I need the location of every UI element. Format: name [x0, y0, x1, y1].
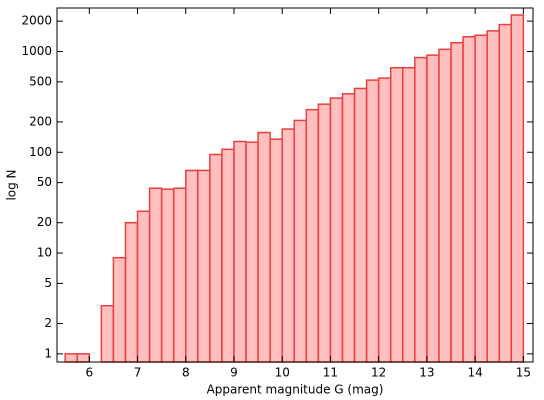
- bar: [197, 169, 211, 363]
- bar: [112, 256, 127, 363]
- y-tick-label: 2: [44, 316, 52, 330]
- bar: [353, 87, 368, 363]
- bar: [64, 353, 79, 363]
- bar: [341, 93, 356, 363]
- bar: [474, 34, 488, 363]
- bar: [233, 140, 247, 363]
- x-tick-label: 14: [467, 366, 482, 380]
- y-tick-label: 200: [29, 114, 52, 128]
- bar: [305, 108, 320, 363]
- x-tick-label: 8: [182, 366, 190, 380]
- y-tick-label: 1000: [21, 44, 52, 58]
- bar: [100, 305, 115, 363]
- bar: [221, 148, 235, 363]
- bar: [389, 66, 404, 363]
- y-tick-label: 1: [44, 346, 52, 360]
- bar: [438, 48, 452, 363]
- bar: [402, 66, 416, 363]
- bar: [426, 54, 440, 363]
- y-tick-label: 100: [29, 145, 52, 159]
- bar: [257, 131, 271, 363]
- bar: [76, 353, 91, 363]
- bar: [160, 188, 175, 363]
- bar: [281, 128, 296, 363]
- bar: [462, 35, 476, 363]
- bar: [293, 119, 308, 363]
- bar: [377, 77, 392, 363]
- x-tick-label: 11: [323, 366, 338, 380]
- y-tick-label: 5: [44, 276, 52, 290]
- y-axis-label: log N: [5, 169, 19, 200]
- y-tick-label: 20: [37, 215, 52, 229]
- bar: [486, 30, 500, 363]
- x-tick-label: 7: [134, 366, 142, 380]
- y-tick-label: 500: [29, 74, 52, 88]
- x-tick-label: 9: [230, 366, 238, 380]
- bar: [185, 169, 199, 363]
- bar: [124, 221, 139, 363]
- x-tick-label: 6: [85, 366, 93, 380]
- plot-frame: [56, 7, 534, 363]
- bar: [510, 14, 525, 363]
- x-axis-label: Apparent magnitude G (mag): [207, 383, 384, 397]
- bar: [148, 187, 163, 363]
- bar: [450, 42, 464, 363]
- x-tick-label: 12: [371, 366, 386, 380]
- bar: [498, 23, 513, 363]
- bar: [245, 141, 259, 363]
- bar: [209, 153, 223, 363]
- y-tick-label: 50: [37, 175, 52, 189]
- bar: [136, 210, 151, 363]
- bar: [172, 187, 187, 363]
- x-tick-label: 13: [419, 366, 434, 380]
- bar: [269, 138, 283, 363]
- bar: [414, 56, 428, 363]
- y-tick-label: 2000: [21, 14, 52, 28]
- bar: [365, 79, 380, 363]
- y-tick-label: 10: [37, 246, 52, 260]
- bar: [317, 103, 332, 363]
- bar: [329, 97, 344, 363]
- x-tick-label: 15: [516, 366, 531, 380]
- x-tick-label: 10: [275, 366, 290, 380]
